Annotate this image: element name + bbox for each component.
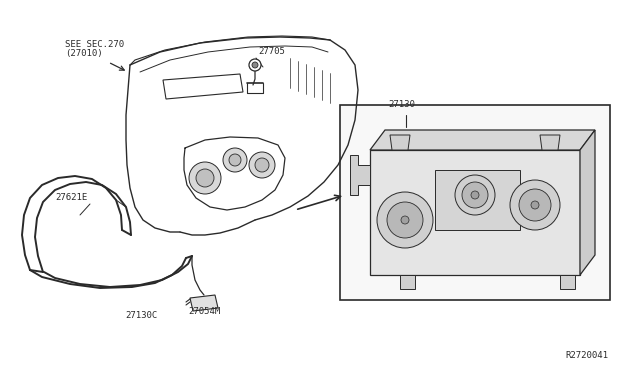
Polygon shape (560, 275, 575, 289)
Circle shape (249, 59, 261, 71)
Text: SEE SEC.270: SEE SEC.270 (65, 40, 124, 49)
Circle shape (519, 189, 551, 221)
Text: 27621E: 27621E (55, 193, 87, 202)
Bar (340, 105, 610, 300)
Polygon shape (370, 130, 595, 150)
Text: 27130C: 27130C (125, 311, 157, 320)
Circle shape (401, 216, 409, 224)
Circle shape (189, 162, 221, 194)
Circle shape (223, 148, 247, 172)
Circle shape (252, 62, 258, 68)
Circle shape (229, 154, 241, 166)
Polygon shape (390, 135, 410, 150)
Polygon shape (540, 135, 560, 150)
Circle shape (377, 192, 433, 248)
Circle shape (387, 202, 423, 238)
Polygon shape (435, 170, 520, 230)
Polygon shape (350, 155, 370, 195)
Circle shape (510, 180, 560, 230)
Circle shape (462, 182, 488, 208)
Circle shape (471, 191, 479, 199)
Text: 27130: 27130 (388, 100, 415, 109)
Text: 27705: 27705 (258, 47, 285, 56)
Polygon shape (400, 275, 415, 289)
Text: R2720041: R2720041 (565, 351, 608, 360)
Circle shape (455, 175, 495, 215)
Polygon shape (370, 150, 580, 275)
Circle shape (531, 201, 539, 209)
Polygon shape (190, 295, 218, 311)
Text: 27054M: 27054M (188, 307, 220, 316)
Text: (27010): (27010) (65, 49, 102, 58)
Circle shape (249, 152, 275, 178)
Circle shape (255, 158, 269, 172)
Circle shape (196, 169, 214, 187)
Polygon shape (580, 130, 595, 275)
